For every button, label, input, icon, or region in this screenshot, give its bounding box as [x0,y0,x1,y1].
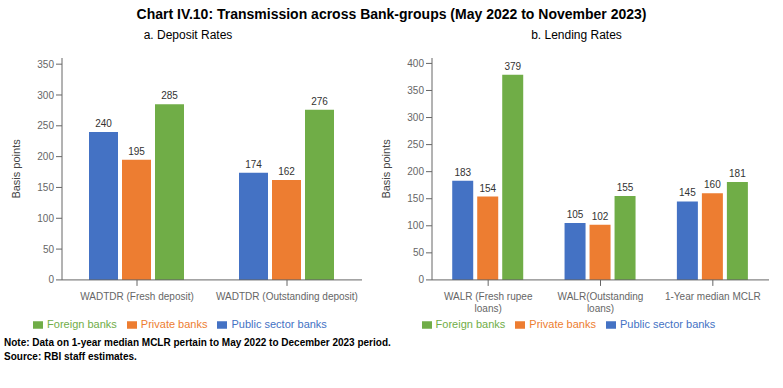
html-text:Foreign banks: Foreign banks [435,317,506,330]
svg-text:160: 160 [704,179,721,190]
svg-text:WADTDR (Fresh deposit): WADTDR (Fresh deposit) [80,291,194,302]
svg-text:276: 276 [311,96,328,107]
svg-text:150: 150 [407,193,424,204]
svg-text:1-Year median MCLR: 1-Year median MCLR [665,291,761,302]
svg-text:200: 200 [37,151,54,162]
svg-text:400: 400 [407,58,424,69]
svg-text:300: 300 [37,90,54,101]
svg-text:155: 155 [617,182,634,193]
svg-text:WALR (Fresh rupeeloans): WALR (Fresh rupeeloans) [444,291,533,314]
svg-text:285: 285 [161,90,178,101]
html-text:Public sector banks: Public sector banks [620,317,716,330]
svg-text:195: 195 [128,146,145,157]
svg-text:174: 174 [245,159,262,170]
svg-text:181: 181 [729,168,746,179]
svg-text:50: 50 [43,244,55,255]
svg-text:183: 183 [454,167,471,178]
html-text:Chart IV.10: Transmission acro: Chart IV.10: Transmission across Bank-gr… [136,6,647,22]
html-text:Public sector banks: Public sector banks [231,317,327,330]
svg-text:102: 102 [592,211,609,222]
svg-text:240: 240 [95,118,112,129]
svg-text:0: 0 [48,274,54,285]
svg-text:250: 250 [37,120,54,131]
html-text:Note: Data on 1-year median MC: Note: Data on 1-year median MCLR pertain… [4,337,391,348]
svg-text:WADTDR (Outstanding deposit): WADTDR (Outstanding deposit) [216,291,358,302]
html-text:a. Deposit Rates: a. Deposit Rates [143,28,233,42]
html-text:Private banks: Private banks [529,317,596,330]
svg-text:0: 0 [418,274,424,285]
svg-text:Basis points: Basis points [380,139,392,199]
svg-text:350: 350 [37,59,54,70]
svg-text:250: 250 [407,139,424,150]
svg-text:350: 350 [407,85,424,96]
html-text:b. Lending Rates: b. Lending Rates [531,28,622,42]
html-text:Source: RBI staff estimates.: Source: RBI staff estimates. [4,351,137,362]
svg-text:200: 200 [407,166,424,177]
svg-text:154: 154 [479,183,496,194]
svg-text:WALR(Outstandingloans): WALR(Outstandingloans) [558,291,644,314]
svg-text:162: 162 [278,166,295,177]
svg-text:105: 105 [567,209,584,220]
svg-text:145: 145 [679,187,696,198]
svg-text:50: 50 [413,247,425,258]
svg-text:100: 100 [37,213,54,224]
svg-text:150: 150 [37,182,54,193]
svg-text:379: 379 [504,61,521,72]
svg-text:100: 100 [407,220,424,231]
svg-text:300: 300 [407,112,424,123]
html-text:Foreign banks: Foreign banks [47,317,117,330]
html-text:Private banks: Private banks [140,317,208,330]
svg-text:Basis points: Basis points [10,139,22,199]
